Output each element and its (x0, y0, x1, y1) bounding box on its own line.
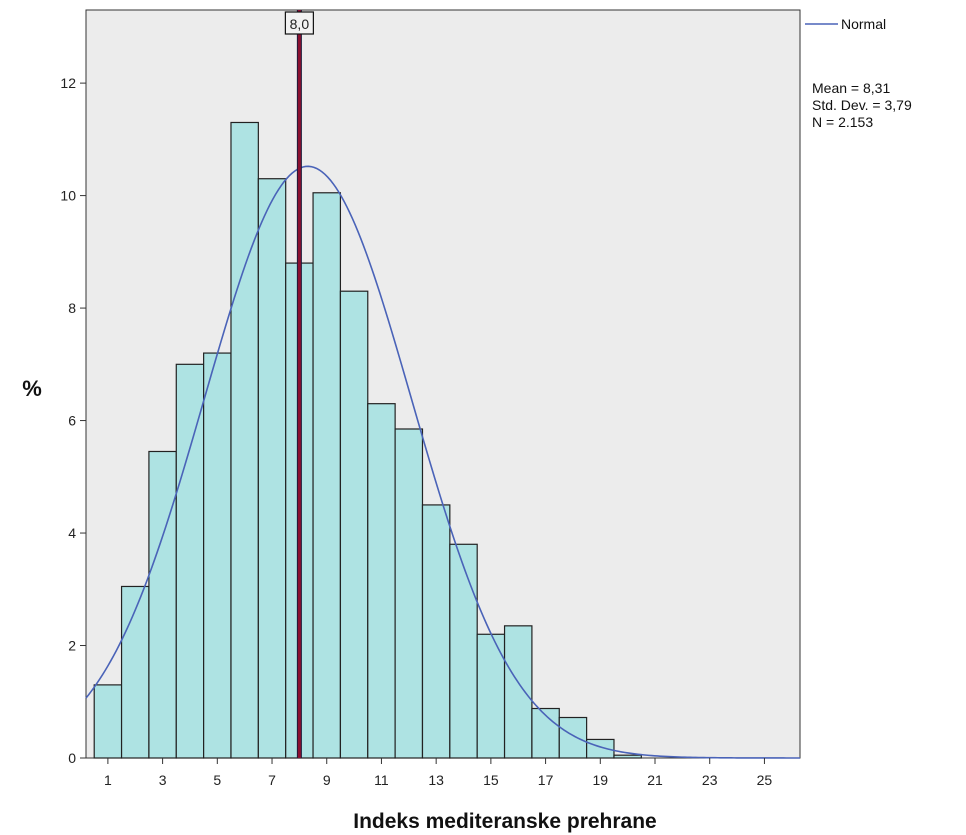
x-axis: 1 3 5 7 9 11 13 15 17 19 21 23 25 (104, 758, 772, 788)
x-tick-label: 11 (374, 772, 389, 788)
x-tick-label: 7 (268, 772, 276, 788)
histogram-bar (230, 121, 259, 759)
histogram-bar (257, 178, 287, 759)
x-tick-label: 21 (647, 772, 663, 788)
x-axis-title: Indeks mediteranske prehrane (353, 810, 656, 833)
y-tick-label: 4 (68, 525, 76, 541)
y-axis-title: % (22, 376, 42, 401)
legend: Normal Mean = 8,31 Std. Dev. = 3,79 N = … (805, 16, 912, 130)
x-tick-label: 13 (428, 772, 444, 788)
histogram-bar (93, 684, 123, 759)
histogram-bar (558, 716, 588, 759)
y-tick-label: 12 (60, 75, 76, 91)
y-tick-label: 0 (68, 750, 76, 766)
x-tick-label: 15 (483, 772, 499, 788)
x-tick-label: 5 (213, 772, 221, 788)
histogram-bar (312, 192, 342, 759)
x-tick-label: 3 (159, 772, 167, 788)
x-tick-label: 17 (538, 772, 554, 788)
y-tick-label: 8 (68, 300, 76, 316)
histogram-bar (613, 754, 642, 759)
histogram-bar (421, 504, 451, 759)
y-tick-label: 10 (60, 188, 76, 204)
x-tick-label: 1 (104, 772, 112, 788)
y-tick-label: 6 (68, 413, 76, 429)
legend-stat-mean: Mean = 8,31 (812, 80, 890, 96)
x-tick-label: 9 (323, 772, 331, 788)
histogram-bar (339, 290, 369, 759)
bars-group (93, 121, 642, 759)
reference-label: 8,0 (290, 16, 310, 32)
x-tick-label: 19 (593, 772, 609, 788)
histogram-bar (120, 585, 150, 759)
histogram-bar (175, 363, 205, 759)
histogram-bar (503, 625, 533, 759)
histogram-bar (148, 450, 177, 759)
histogram-bar (449, 543, 478, 759)
y-axis: 0 2 4 6 8 10 12 (60, 75, 86, 766)
histogram-bar (367, 403, 396, 759)
reference-line-group: 8,0 (284, 10, 314, 758)
legend-normal-label: Normal (841, 16, 886, 32)
y-tick-label: 2 (68, 638, 76, 654)
x-tick-label: 25 (757, 772, 773, 788)
normal-curve (85, 165, 800, 759)
histogram-bar (476, 633, 506, 759)
legend-stat-std-dev: Std. Dev. = 3,79 (812, 97, 912, 113)
x-tick-label: 23 (702, 772, 718, 788)
histogram-bar (394, 428, 424, 759)
legend-stat-n: N = 2.153 (812, 114, 873, 130)
reference-label-box (284, 11, 314, 35)
histogram-bar (203, 352, 232, 759)
